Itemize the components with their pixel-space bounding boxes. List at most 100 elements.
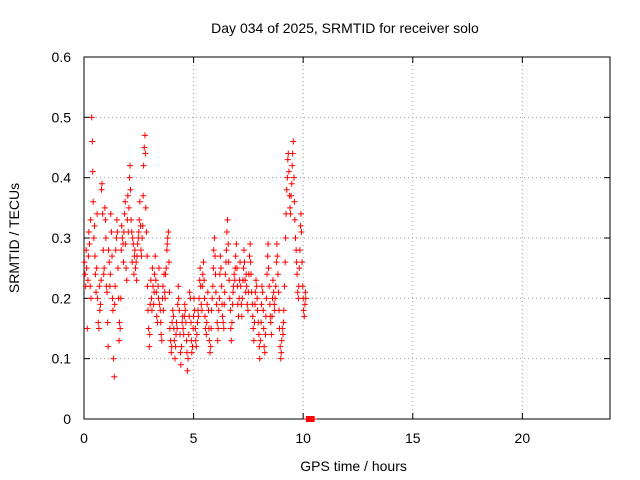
data-point bbox=[264, 271, 271, 278]
data-point bbox=[228, 319, 235, 326]
data-point bbox=[107, 210, 114, 217]
data-point bbox=[152, 253, 159, 260]
data-point bbox=[260, 325, 267, 332]
data-point bbox=[82, 271, 89, 278]
data-point bbox=[166, 289, 173, 296]
data-point bbox=[91, 222, 98, 229]
data-point bbox=[126, 174, 133, 181]
data-point bbox=[241, 259, 248, 266]
data-point bbox=[106, 283, 113, 290]
data-point bbox=[186, 289, 193, 296]
data-point bbox=[116, 337, 123, 344]
data-point bbox=[171, 337, 178, 344]
data-point bbox=[136, 216, 143, 223]
data-point bbox=[212, 289, 219, 296]
data-point bbox=[274, 271, 281, 278]
data-point bbox=[101, 265, 108, 272]
data-point bbox=[105, 343, 112, 350]
data-point bbox=[139, 222, 146, 229]
data-point bbox=[181, 301, 188, 308]
data-point bbox=[219, 313, 226, 320]
data-point bbox=[182, 319, 189, 326]
data-point bbox=[221, 301, 228, 308]
data-point bbox=[117, 325, 124, 332]
data-point bbox=[231, 271, 238, 278]
data-point bbox=[114, 228, 121, 235]
data-point bbox=[280, 319, 287, 326]
data-point bbox=[148, 307, 155, 314]
data-point bbox=[141, 132, 148, 139]
chart-title: Day 034 of 2025, SRMTID for receiver sol… bbox=[211, 20, 479, 36]
data-point bbox=[258, 301, 265, 308]
data-point bbox=[148, 295, 155, 302]
data-point bbox=[299, 283, 306, 290]
data-point bbox=[222, 271, 229, 278]
data-point bbox=[290, 138, 297, 145]
data-point bbox=[110, 355, 117, 362]
data-point bbox=[124, 192, 131, 199]
data-point bbox=[250, 337, 257, 344]
data-point bbox=[216, 295, 223, 302]
x-tick-label: 15 bbox=[405, 430, 421, 446]
data-point bbox=[142, 150, 149, 157]
data-point bbox=[136, 198, 143, 205]
data-point bbox=[265, 265, 272, 272]
data-point bbox=[265, 241, 272, 248]
data-point bbox=[301, 313, 308, 320]
data-point bbox=[237, 283, 244, 290]
data-point bbox=[244, 307, 251, 314]
data-point bbox=[279, 325, 286, 332]
data-point bbox=[159, 283, 166, 290]
data-point bbox=[95, 319, 102, 326]
data-point bbox=[104, 319, 111, 326]
data-point bbox=[97, 301, 104, 308]
data-point bbox=[269, 313, 276, 320]
data-point bbox=[242, 277, 249, 284]
data-point bbox=[217, 265, 224, 272]
data-point bbox=[91, 253, 98, 260]
y-tick-label: 0.2 bbox=[52, 290, 72, 306]
data-point bbox=[135, 228, 142, 235]
data-point bbox=[225, 241, 232, 248]
data-point bbox=[162, 271, 169, 278]
data-point bbox=[207, 349, 214, 356]
data-point bbox=[278, 349, 285, 356]
data-point bbox=[290, 174, 297, 181]
data-point bbox=[251, 301, 258, 308]
data-point bbox=[224, 216, 231, 223]
data-point bbox=[85, 253, 92, 260]
data-point bbox=[217, 253, 224, 260]
data-point bbox=[90, 235, 97, 241]
data-point bbox=[123, 277, 130, 284]
data-point bbox=[201, 295, 208, 302]
data-point bbox=[171, 355, 178, 362]
data-point bbox=[83, 247, 90, 254]
data-point bbox=[214, 319, 221, 326]
data-point bbox=[109, 307, 116, 314]
data-point bbox=[157, 319, 164, 326]
data-point bbox=[294, 271, 301, 278]
data-point bbox=[206, 337, 213, 344]
data-point bbox=[252, 289, 259, 296]
axis-ticks bbox=[83, 56, 610, 420]
data-point bbox=[229, 301, 236, 308]
y-tick-label: 0.3 bbox=[52, 230, 72, 246]
data-point bbox=[214, 337, 221, 344]
data-point bbox=[188, 349, 195, 356]
data-point bbox=[141, 144, 148, 151]
data-point bbox=[302, 295, 309, 302]
data-point bbox=[140, 162, 147, 169]
data-point bbox=[199, 271, 206, 278]
data-point bbox=[114, 265, 121, 272]
data-point bbox=[192, 337, 199, 344]
data-point bbox=[287, 204, 294, 211]
data-point bbox=[240, 247, 247, 254]
data-point bbox=[293, 259, 300, 266]
data-point bbox=[260, 307, 267, 314]
data-point bbox=[284, 156, 291, 163]
data-point bbox=[238, 313, 245, 320]
data-point bbox=[149, 265, 156, 272]
data-point bbox=[88, 114, 95, 121]
data-point bbox=[125, 204, 132, 211]
data-point bbox=[158, 337, 165, 344]
